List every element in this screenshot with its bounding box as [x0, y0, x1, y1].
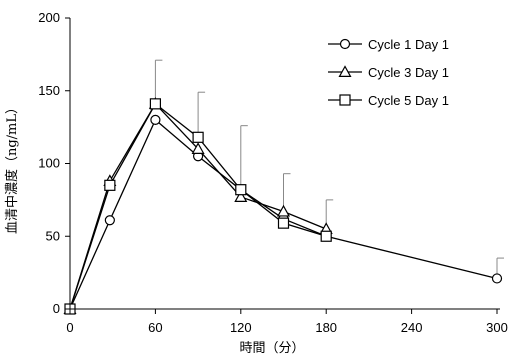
- x-axis-title: 時間（分）: [239, 341, 304, 356]
- x-ticks: 0 60 120 180 240 300: [66, 309, 508, 335]
- data-point-circle: [491, 273, 503, 284]
- legend-marker-circle: [339, 38, 351, 50]
- y-tick-label: 50: [46, 228, 60, 243]
- data-point-triangle: [276, 204, 291, 217]
- legend-label: Cycle 1 Day 1: [368, 37, 449, 52]
- data-point-triangle: [191, 142, 205, 154]
- legend-item-1: Cycle 1 Day 1: [328, 37, 449, 52]
- data-point-triangle: [234, 190, 248, 202]
- data-point-square: [149, 98, 161, 110]
- data-point-square: [320, 230, 332, 242]
- data-point-circle: [150, 114, 161, 125]
- axes: [69, 18, 500, 310]
- error-bars-series-3: [154, 59, 248, 190]
- plot-area: [63, 59, 504, 315]
- y-tick-label: 0: [53, 301, 60, 316]
- data-point-square: [104, 179, 116, 191]
- error-bars-series-2: [283, 173, 334, 229]
- x-tick-label: 60: [148, 320, 162, 335]
- x-tick-label: 180: [315, 320, 337, 335]
- y-axis-title: 血清中濃度（ng/mL）: [4, 101, 20, 234]
- legend-marker-square: [339, 94, 351, 106]
- x-tick-label: 120: [230, 320, 252, 335]
- legend-label: Cycle 5 Day 1: [368, 93, 449, 108]
- legend-item-2: Cycle 3 Day 1: [328, 65, 449, 80]
- x-tick-label: 240: [401, 320, 423, 335]
- data-point-circle: [104, 215, 115, 226]
- legend: Cycle 1 Day 1 Cycle 3 Day 1 Cycle 5 Day 1: [328, 37, 449, 108]
- y-tick-label: 200: [38, 10, 60, 25]
- x-tick-label: 0: [66, 320, 73, 335]
- data-point-square: [277, 217, 290, 229]
- y-ticks: 0 50 100 150 200: [38, 10, 70, 316]
- x-tick-label: 300: [486, 320, 508, 335]
- legend-item-3: Cycle 5 Day 1: [328, 93, 449, 108]
- data-point-square: [235, 184, 247, 196]
- data-point-square: [192, 131, 204, 143]
- y-tick-label: 100: [38, 156, 60, 171]
- legend-label: Cycle 3 Day 1: [368, 65, 449, 80]
- y-tick-label: 150: [38, 83, 60, 98]
- legend-marker-triangle: [338, 65, 352, 78]
